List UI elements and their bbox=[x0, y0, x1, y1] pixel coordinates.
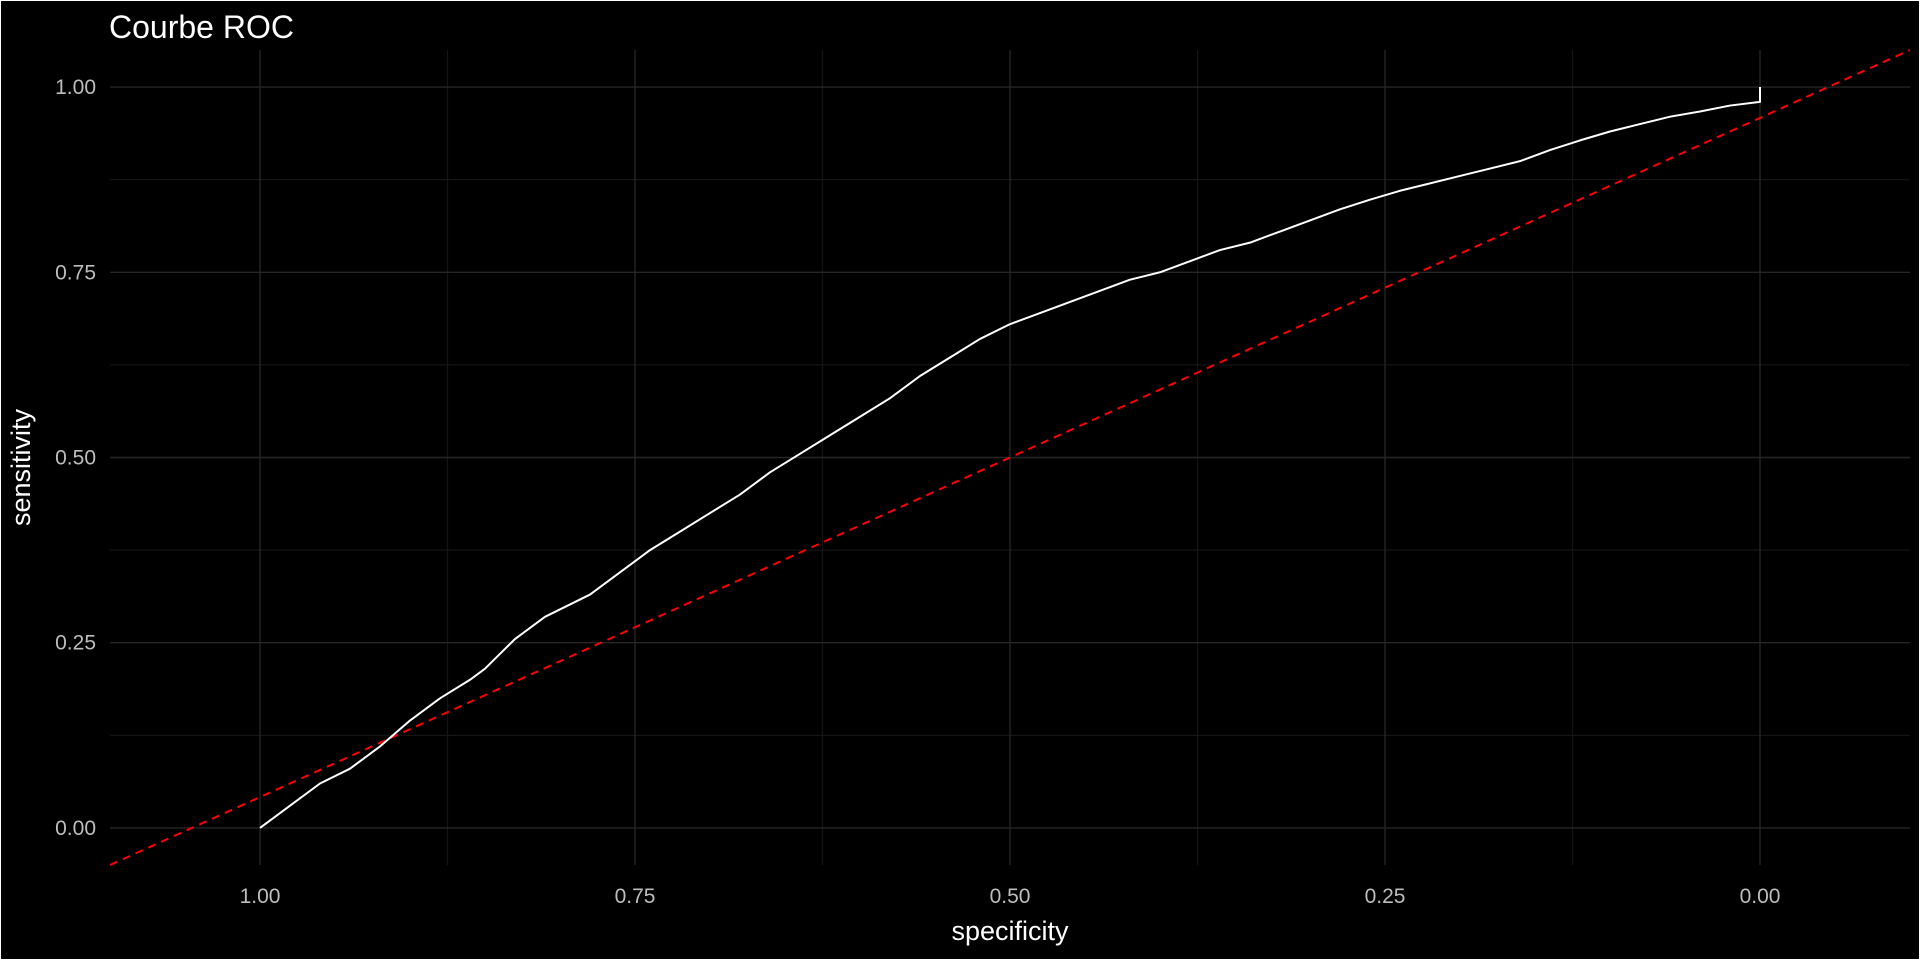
labels-layer: 1.00 0.75 0.50 0.25 0.00 0.00 0.25 0.50 0.75 1.00… bbox=[6, 9, 1780, 946]
y-tick-label: 1.00 bbox=[55, 76, 96, 99]
series-layer bbox=[109, 49, 1911, 866]
y-tick-label: 0.25 bbox=[55, 632, 96, 655]
chart-title: Courbe ROC bbox=[109, 9, 294, 45]
x-tick-label: 0.75 bbox=[615, 885, 656, 908]
x-tick-label: 0.25 bbox=[1365, 885, 1406, 908]
y-tick-label: 0.50 bbox=[55, 447, 96, 470]
x-tick-label: 0.00 bbox=[1740, 885, 1781, 908]
y-tick-label: 0.75 bbox=[55, 261, 96, 284]
x-tick-label: 0.50 bbox=[990, 885, 1031, 908]
x-axis-title: specificity bbox=[951, 916, 1069, 946]
x-tick-label: 1.00 bbox=[240, 885, 281, 908]
gridlines bbox=[110, 50, 1910, 865]
y-tick-label: 0.00 bbox=[55, 817, 96, 840]
y-axis-title: sensitivity bbox=[6, 408, 36, 526]
reference-diagonal-line bbox=[109, 49, 1911, 866]
roc-curve-line bbox=[259, 87, 1761, 829]
